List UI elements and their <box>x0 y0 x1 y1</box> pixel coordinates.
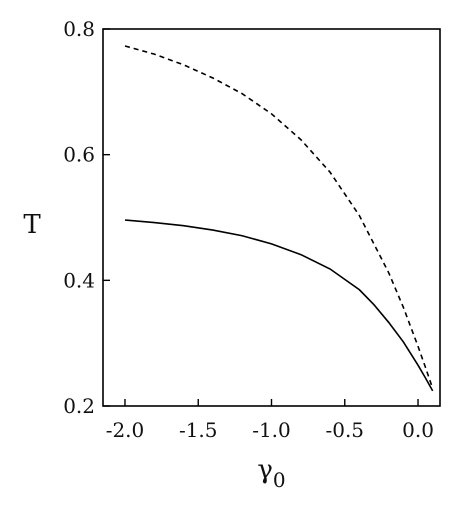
x-tick-label: -1.5 <box>179 418 218 442</box>
ticks: -2.0 -1.5 -1.0 -0.5 0.0 0.2 0.4 0.6 0.8 <box>63 17 434 442</box>
y-axis-title: T <box>23 210 41 240</box>
dashed-series-line <box>124 45 434 389</box>
x-axis-title-subscript: 0 <box>273 468 286 492</box>
y-tick-label: 0.6 <box>63 143 95 167</box>
x-tick-label: -0.5 <box>325 418 364 442</box>
y-tick-label: 0.4 <box>63 268 95 292</box>
x-tick-label: 0.0 <box>402 418 434 442</box>
solid-series-line <box>124 219 434 392</box>
y-tick-label: 0.2 <box>63 394 95 418</box>
x-tick-label: -2.0 <box>106 418 145 442</box>
plot-frame <box>102 28 441 407</box>
x-tick-label: -1.0 <box>252 418 291 442</box>
x-axis-title: γ0 <box>257 455 285 492</box>
y-tick-label: 0.8 <box>63 17 95 41</box>
x-axis-title-main: γ <box>257 455 273 485</box>
series-group <box>124 45 434 392</box>
